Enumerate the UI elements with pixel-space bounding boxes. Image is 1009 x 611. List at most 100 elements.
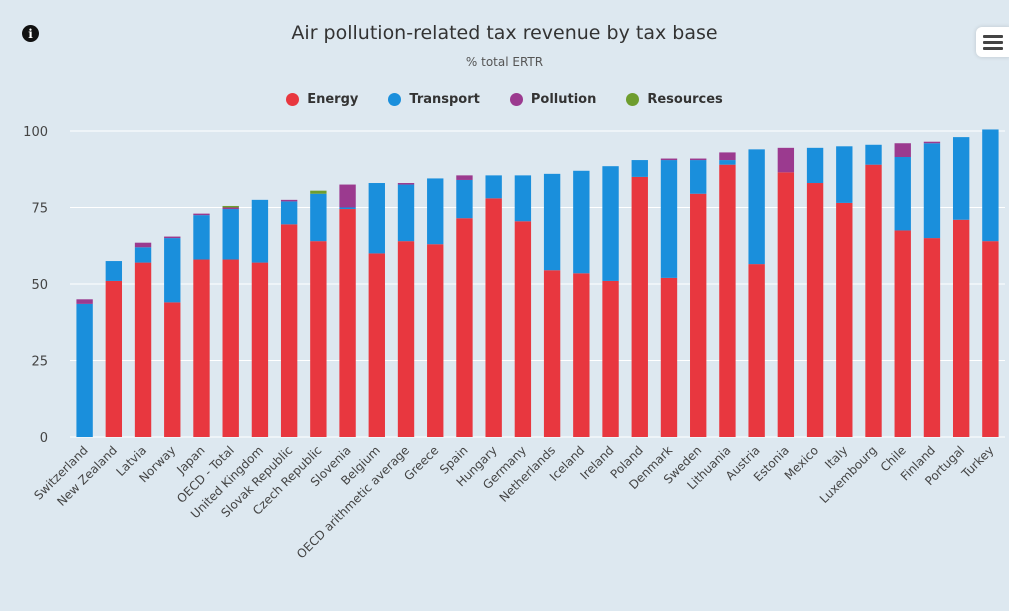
- bar-segment-energy[interactable]: [222, 259, 239, 437]
- bar-segment-energy[interactable]: [690, 193, 707, 437]
- legend-item-transport[interactable]: Transport: [388, 92, 480, 107]
- x-tick-label: Turkey: [958, 443, 996, 481]
- bar-segment-transport[interactable]: [660, 160, 678, 278]
- legend-item-energy[interactable]: Energy: [286, 92, 358, 107]
- bar-segment-pollution[interactable]: [193, 213, 210, 216]
- bar-segment-energy[interactable]: [952, 219, 970, 437]
- bar-segment-energy[interactable]: [368, 253, 385, 437]
- bar-segment-transport[interactable]: [339, 207, 356, 210]
- bar-segment-energy[interactable]: [514, 221, 532, 437]
- bar-segment-transport[interactable]: [602, 166, 619, 281]
- bar-segment-energy[interactable]: [251, 262, 269, 437]
- bar-segment-pollution[interactable]: [339, 184, 356, 208]
- bar-segment-transport[interactable]: [719, 160, 736, 165]
- bar-segment-energy[interactable]: [923, 238, 941, 437]
- legend-marker-pollution: [509, 93, 523, 106]
- legend-marker-energy: [286, 93, 300, 106]
- bar-segment-transport[interactable]: [280, 201, 298, 225]
- bar-segment-transport[interactable]: [251, 199, 269, 263]
- bar-segment-pollution[interactable]: [134, 242, 152, 248]
- bar-segment-transport[interactable]: [952, 137, 970, 220]
- bar-segment-energy[interactable]: [631, 176, 648, 437]
- bar-segment-pollution[interactable]: [222, 207, 239, 210]
- bar-segment-pollution[interactable]: [660, 158, 678, 161]
- bar-segment-transport[interactable]: [573, 170, 590, 274]
- bar-segment-energy[interactable]: [777, 172, 795, 437]
- bar-segment-energy[interactable]: [806, 183, 824, 437]
- bar-segment-transport[interactable]: [310, 193, 327, 242]
- bar-segment-transport[interactable]: [222, 209, 239, 260]
- bar-segment-transport[interactable]: [427, 178, 444, 245]
- bar-segment-transport[interactable]: [368, 183, 385, 254]
- bar-segment-transport[interactable]: [748, 149, 765, 265]
- legend-label: Transport: [409, 92, 480, 107]
- bar-segment-energy[interactable]: [543, 270, 561, 437]
- bar-segment-transport[interactable]: [923, 143, 941, 239]
- bar-segment-transport[interactable]: [485, 175, 502, 199]
- bar-segment-energy[interactable]: [485, 198, 502, 437]
- bar-segment-transport[interactable]: [456, 179, 473, 219]
- bar-segment-resources[interactable]: [222, 205, 239, 208]
- bar-segment-energy[interactable]: [105, 280, 123, 437]
- legend-label: Energy: [307, 92, 359, 107]
- hamburger-menu-icon[interactable]: [976, 27, 1009, 57]
- bar-segment-transport[interactable]: [514, 175, 532, 222]
- bar-segment-pollution[interactable]: [397, 183, 415, 185]
- bar-segment-energy[interactable]: [894, 230, 911, 437]
- bar-segment-energy[interactable]: [280, 224, 298, 437]
- bar-segment-energy[interactable]: [719, 164, 736, 437]
- bar-segment-energy[interactable]: [193, 259, 210, 437]
- chart-subtitle: % total ERTR: [465, 55, 544, 69]
- legend: Energy Transport Pollution Resources: [0, 92, 1009, 107]
- bar-segment-pollution[interactable]: [894, 143, 911, 158]
- bar-segment-energy[interactable]: [456, 218, 473, 437]
- bar-segment-pollution[interactable]: [690, 158, 707, 161]
- bar-segment-energy[interactable]: [339, 209, 356, 437]
- bar-segment-energy[interactable]: [602, 280, 619, 437]
- bar-segment-resources[interactable]: [310, 190, 327, 194]
- bar-segment-pollution[interactable]: [76, 299, 93, 304]
- legend-item-resources[interactable]: Resources: [626, 92, 723, 107]
- bar-segment-transport[interactable]: [690, 160, 707, 194]
- bar-segment-energy[interactable]: [573, 273, 590, 437]
- legend-label: Pollution: [530, 92, 597, 107]
- bar-segment-energy[interactable]: [134, 262, 152, 437]
- bar-segment-pollution[interactable]: [456, 175, 473, 180]
- bar-segment-transport[interactable]: [76, 303, 93, 437]
- bar-segment-transport[interactable]: [894, 157, 911, 231]
- chart-title: Air pollution-related tax revenue by tax…: [291, 22, 718, 44]
- bar-segment-energy[interactable]: [164, 302, 181, 437]
- legend-item-pollution[interactable]: Pollution: [509, 92, 597, 107]
- bar-segment-transport[interactable]: [806, 147, 824, 184]
- bar-segment-transport[interactable]: [982, 129, 999, 242]
- y-tick-label: 75: [31, 202, 48, 217]
- bar-segment-energy[interactable]: [427, 244, 444, 437]
- bar-segment-transport[interactable]: [836, 146, 853, 203]
- bar-segment-energy[interactable]: [836, 202, 853, 437]
- bar-segment-transport[interactable]: [865, 144, 882, 165]
- bar-segment-energy[interactable]: [310, 241, 327, 437]
- bar-segment-pollution[interactable]: [923, 141, 941, 144]
- bar-segment-energy[interactable]: [748, 264, 765, 437]
- bar-segment-transport[interactable]: [134, 247, 152, 263]
- bar-segment-transport[interactable]: [105, 261, 123, 281]
- bar-segment-transport[interactable]: [193, 215, 210, 260]
- bar-segment-transport[interactable]: [631, 160, 648, 177]
- bar-segment-energy[interactable]: [660, 277, 678, 437]
- bar-segment-pollution[interactable]: [719, 152, 736, 161]
- bar-segment-transport[interactable]: [397, 184, 415, 242]
- info-icon[interactable]: i: [22, 25, 39, 42]
- bar-segment-energy[interactable]: [865, 164, 882, 437]
- bar-segment-transport[interactable]: [164, 238, 181, 303]
- bar-segment-energy[interactable]: [982, 241, 999, 437]
- bar-segment-pollution[interactable]: [280, 199, 298, 202]
- y-tick-label: 50: [31, 278, 48, 293]
- bar-segment-transport[interactable]: [543, 173, 561, 271]
- bar-segment-energy[interactable]: [397, 241, 415, 437]
- y-tick-label: 100: [23, 125, 48, 140]
- y-tick-label: 0: [40, 431, 48, 446]
- bar-segment-pollution[interactable]: [777, 147, 795, 173]
- bar-segment-pollution[interactable]: [164, 236, 181, 239]
